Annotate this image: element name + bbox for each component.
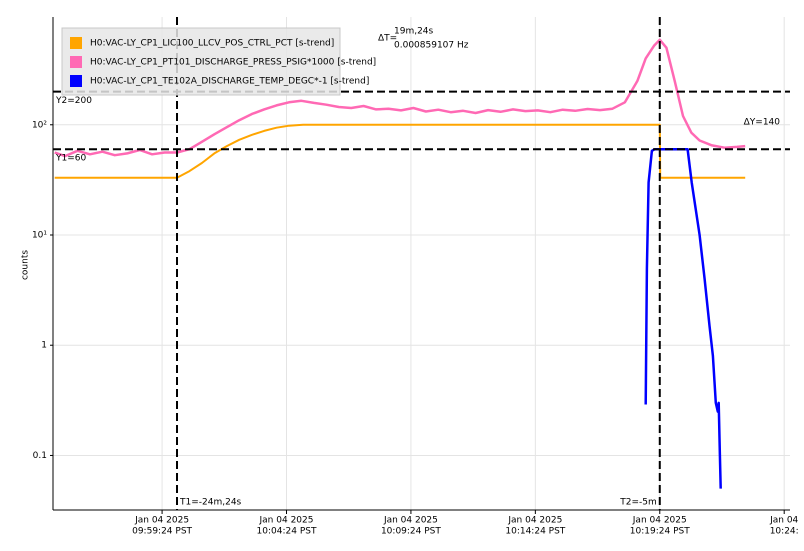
y-tick-label: 10² <box>32 120 47 130</box>
legend-label: H0:VAC-LY_CP1_LIC100_LLCV_POS_CTRL_PCT [… <box>90 39 334 49</box>
x-tick-label: Jan 04 <box>769 516 798 526</box>
x-tick-label: 10:09:24 PST <box>381 527 441 537</box>
x-tick-label: 10:14:24 PST <box>505 527 565 537</box>
legend-swatch <box>70 56 82 68</box>
series-line <box>54 38 746 158</box>
x-tick-label: 10:19:24 PST <box>630 527 690 537</box>
y-axis-label: counts <box>21 250 31 280</box>
cursor-label: Y2=200 <box>55 96 92 106</box>
legend-swatch <box>70 75 82 87</box>
x-tick-label: Jan 04 2025 <box>507 516 562 526</box>
plot-area <box>54 38 746 489</box>
cursor-label: T2=-5m <box>619 498 657 508</box>
y-tick-label: 0.1 <box>33 451 47 461</box>
legend-swatch <box>70 37 82 49</box>
cursor-label: ΔY=140 <box>744 118 781 128</box>
cursor-label: Y1=60 <box>55 154 86 164</box>
series-line <box>644 147 722 489</box>
cursor-label: 19m,24s <box>394 27 434 37</box>
x-tick-label: 09:59:24 PST <box>132 527 192 537</box>
x-tick-label: Jan 04 2025 <box>134 516 189 526</box>
cursor-label: 0.000859107 Hz <box>394 41 469 51</box>
series-line <box>54 123 746 179</box>
x-tick-label: Jan 04 2025 <box>383 516 438 526</box>
x-tick-label: Jan 04 2025 <box>259 516 314 526</box>
x-tick-label: 10:04:24 PST <box>257 527 317 537</box>
x-tick-label: 10:24: <box>770 527 799 537</box>
y-tick-label: 10¹ <box>32 230 47 240</box>
legend-label: H0:VAC-LY_CP1_TE102A_DISCHARGE_TEMP_DEGC… <box>90 77 369 87</box>
y-tick-label: 1 <box>41 341 47 351</box>
x-tick-label: Jan 04 2025 <box>632 516 687 526</box>
cursor-label: T1=-24m,24s <box>179 498 242 508</box>
legend-box <box>61 27 341 96</box>
legend-label: H0:VAC-LY_CP1_PT101_DISCHARGE_PRESS_PSIG… <box>90 58 376 68</box>
cursor-label: ΔT= <box>378 34 397 44</box>
